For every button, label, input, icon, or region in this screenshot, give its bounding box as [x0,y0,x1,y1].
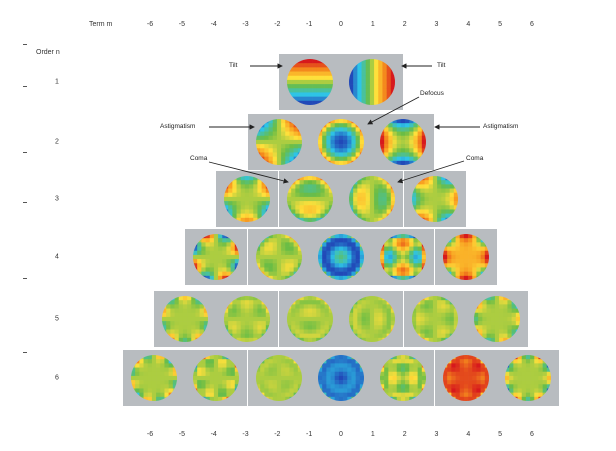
zernike-disk-n6-m-4 [193,355,240,401]
zernike-tile-n2-m0 [310,114,372,170]
zernike-tile-n5-m-5 [154,291,216,347]
zernike-tile-n6-m0 [310,350,372,406]
zernike-tile-n2-m-2 [247,114,310,170]
zernike-disk-n4-m-2 [255,234,302,280]
tilt-right-label: Tilt [437,62,446,69]
zernike-tile-n6-m4 [434,350,497,406]
bottom-term-tick-label: 1 [370,431,375,438]
order-tick-label: 4 [55,253,59,261]
zernike-disk-n5-m-1 [286,296,333,342]
zernike-disk-n2-m2 [380,119,427,165]
zernike-tile-n2-m2 [372,114,435,170]
zernike-disk-n6-m6 [505,355,552,401]
zernike-tile-n6-m-6 [122,350,185,406]
zernike-disk-n4-m0 [318,234,364,280]
bottom-term-tick-label: -5 [178,431,185,438]
zernike-tile-n4-m0 [310,229,372,285]
zernike-disk-n3-m-3 [224,176,271,222]
top-term-tick-label: -4 [210,21,217,28]
bottom-term-tick-label: -2 [274,431,281,438]
zernike-tile-n3-m-1 [278,171,341,227]
zernike-disk-n3-m-1 [286,176,333,222]
zernike-disk-n5-m-5 [162,296,208,342]
zernike-tile-n5-m3 [403,291,466,347]
zernike-tile-n1-m-1 [278,54,341,110]
zernike-disk-n5-m1 [349,296,396,342]
bottom-term-tick-label: -1 [306,431,313,438]
order-tick-label: 6 [55,374,59,382]
zernike-disk-n1-m1 [349,59,396,105]
zernike-disk-n4-m-4 [193,234,240,280]
zernike-tile-n4-m4 [434,229,497,285]
bottom-term-tick-label: 4 [466,431,471,438]
top-term-tick-label: 6 [529,21,534,28]
bottom-term-tick-label: -6 [146,431,154,438]
zernike-tile-n6-m-2 [247,350,310,406]
zernike-tile-n3-m1 [341,171,404,227]
zernike-disk-n6-m0 [318,355,364,401]
zernike-disk-n4-m2 [380,234,427,280]
astigmatism-right-label: Astigmatism [483,123,519,130]
top-term-tick-label: 3 [434,21,439,28]
zernike-disk-n5-m3 [411,296,458,342]
order-tick-label: 2 [55,138,59,146]
zernike-tile-n5-m-1 [278,291,341,347]
zernike-tile-n6-m2 [372,350,435,406]
bottom-term-tick-label: 2 [402,431,407,438]
zernike-disk-n6-m-6 [130,355,177,401]
top-term-tick-label: -3 [242,21,249,28]
zernike-disk-n6-m4 [442,355,489,401]
astigmatism-left-label: Astigmatism [160,123,196,130]
coma-right-label: Coma [466,155,484,162]
top-term-tick-label: 4 [466,21,471,28]
defocus-label: Defocus [420,90,444,97]
top-term-tick-label: 5 [498,21,503,28]
zernike-disk-n5-m5 [474,296,520,342]
top-term-tick-label: -1 [306,21,313,28]
zernike-tile-n5-m5 [466,291,528,347]
zernike-tile-n4-m2 [372,229,435,285]
zernike-tile-n5-m1 [341,291,404,347]
bottom-term-tick-label: -3 [242,431,249,438]
zernike-disk-n6-m-2 [255,355,302,401]
zernike-disk-n5-m-3 [224,296,271,342]
top-term-tick-label: 0 [339,21,343,28]
zernike-tile-n4-m-4 [185,229,248,285]
zernike-disk-n3-m1 [349,176,396,222]
bottom-term-tick-label: 6 [529,431,534,438]
top-term-tick-label: -6 [146,21,154,28]
zernike-tile-n3-m3 [403,171,466,227]
order-tick-label: 1 [55,78,59,86]
bottom-term-tick-label: 5 [498,431,503,438]
zernike-disk-n1-m-1 [286,59,333,105]
order-tick-label: 3 [55,195,59,203]
order-axis-title: Order n [36,49,60,56]
zernike-disk-n3-m3 [411,176,458,222]
zernike-tile-n5-m-3 [216,291,279,347]
left-edge-marks [0,0,30,451]
zernike-disk-n6-m2 [380,355,427,401]
top-term-tick-label: 1 [370,21,375,28]
top-term-tick-label: -2 [274,21,281,28]
zernike-tile-n6-m-4 [185,350,248,406]
zernike-tile-n1-m1 [341,54,404,110]
zernike-disk-n2-m-2 [255,119,302,165]
bottom-term-tick-label: 3 [434,431,439,438]
coma-left-label: Coma [190,155,208,162]
terms-axis-title: Term m [89,21,113,28]
order-tick-label: 5 [55,315,59,323]
zernike-tile-n6-m6 [497,350,560,406]
tilt-left-label: Tilt [229,62,238,69]
zernike-tile-n3-m-3 [216,171,279,227]
bottom-term-tick-label: 0 [339,431,343,438]
zernike-disk-n2-m0 [318,119,364,165]
zernike-tile-n4-m-2 [247,229,310,285]
bottom-term-tick-label: -4 [210,431,217,438]
top-term-tick-label: -5 [178,21,185,28]
top-term-tick-label: 2 [402,21,407,28]
zernike-disk-n4-m4 [442,234,489,280]
